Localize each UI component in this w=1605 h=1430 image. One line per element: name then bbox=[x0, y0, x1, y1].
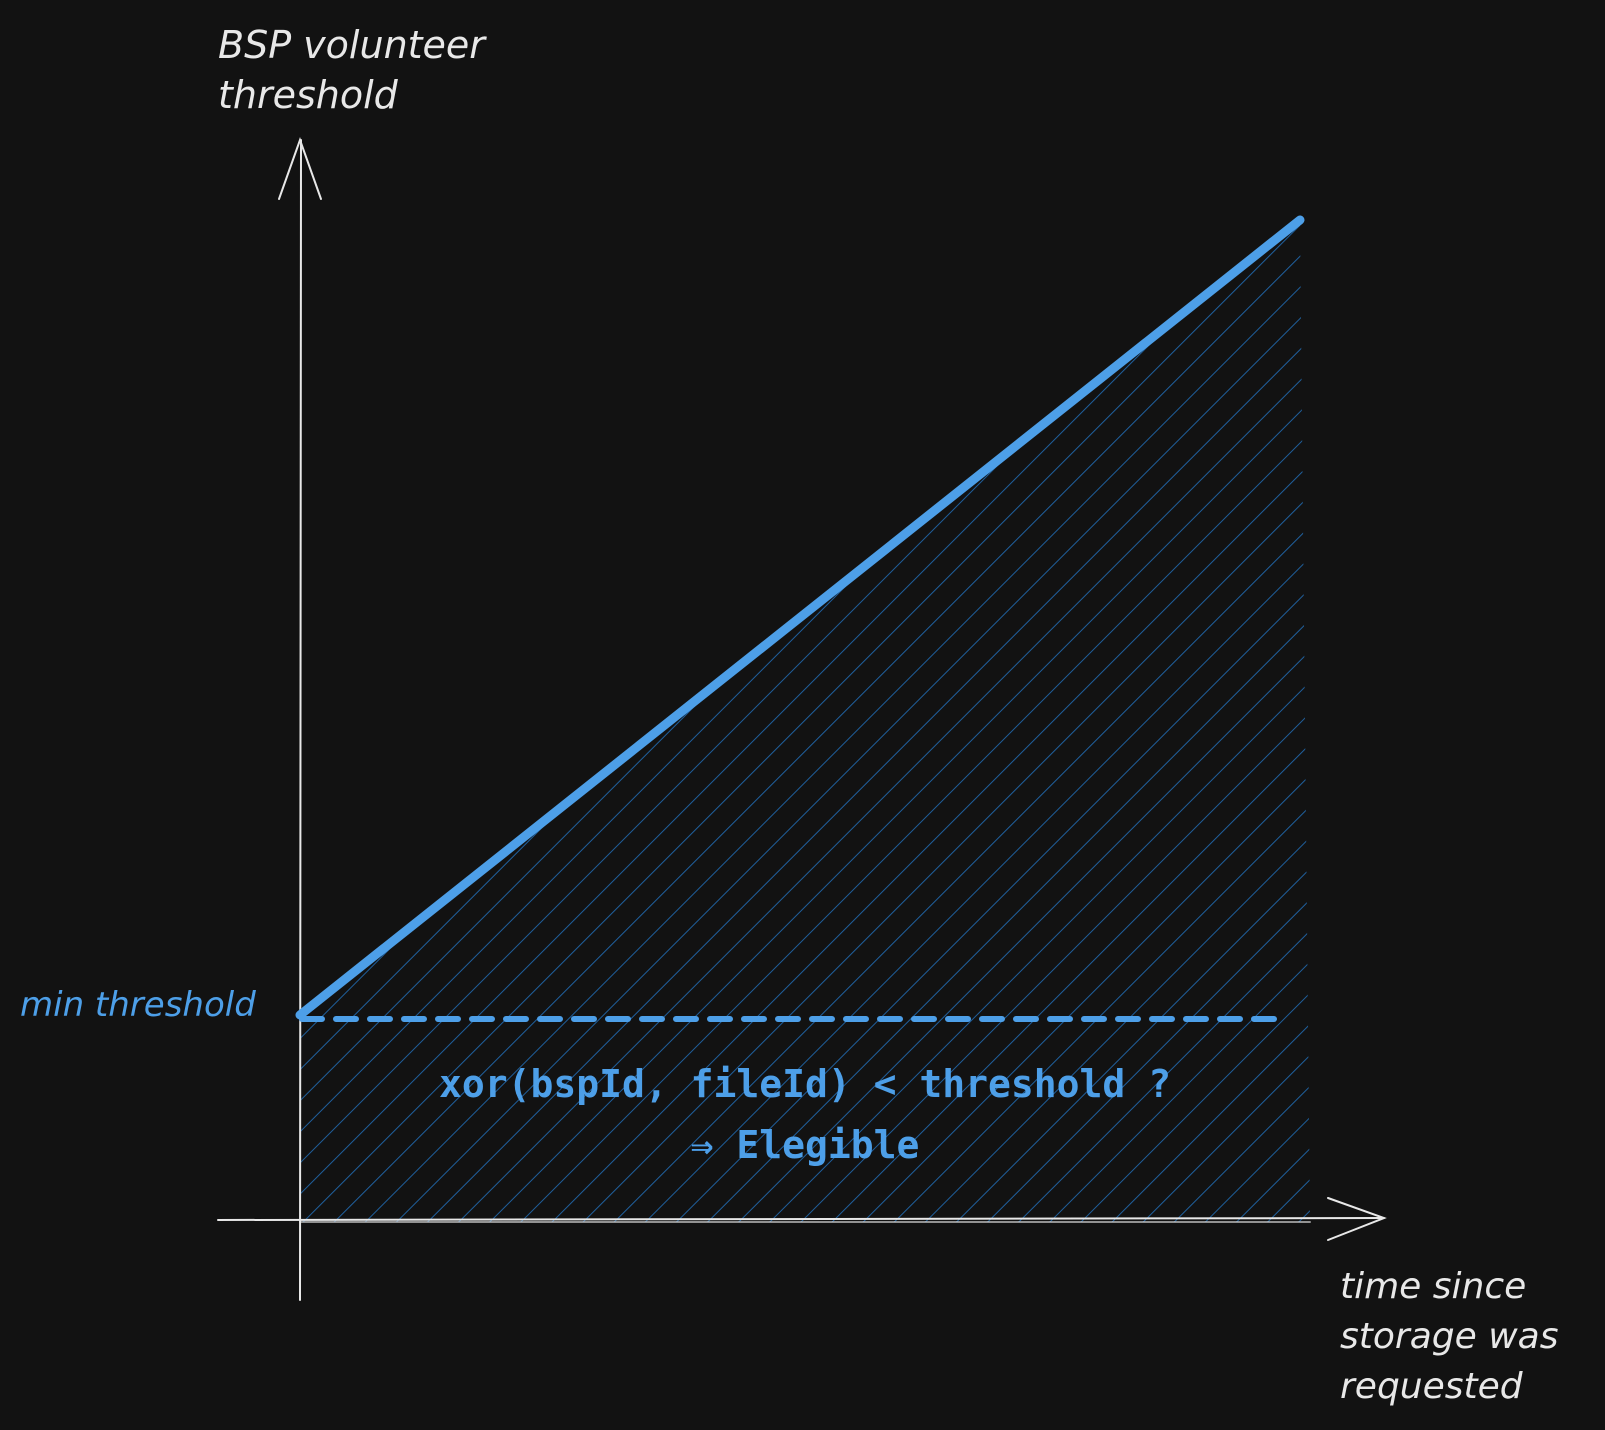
threshold-line bbox=[295, 215, 1305, 1020]
x-axis-arrowhead bbox=[1327, 1197, 1387, 1241]
result-text: ⇒ Elegible bbox=[690, 1123, 920, 1167]
y-axis bbox=[278, 137, 322, 1301]
x-axis-label: time since storage was requested bbox=[1340, 1262, 1558, 1412]
y-axis-arrowhead bbox=[278, 137, 322, 200]
x-axis-label-line-3: requested bbox=[1340, 1366, 1523, 1407]
x-axis-label-line-1: time since bbox=[1340, 1266, 1527, 1307]
eligible-region bbox=[300, 222, 1310, 1222]
x-axis-label-line-2: storage was bbox=[1340, 1316, 1559, 1357]
y-axis-label-line-2: threshold bbox=[218, 73, 398, 117]
min-threshold-label: min threshold bbox=[20, 985, 256, 1025]
condition-text: xor(bspId, fileId) < threshold ? bbox=[438, 1062, 1172, 1106]
x-axis bbox=[217, 1197, 1387, 1241]
y-axis-label-line-1: BSP volunteer bbox=[218, 23, 485, 67]
y-axis-label: BSP volunteer threshold bbox=[218, 20, 485, 120]
